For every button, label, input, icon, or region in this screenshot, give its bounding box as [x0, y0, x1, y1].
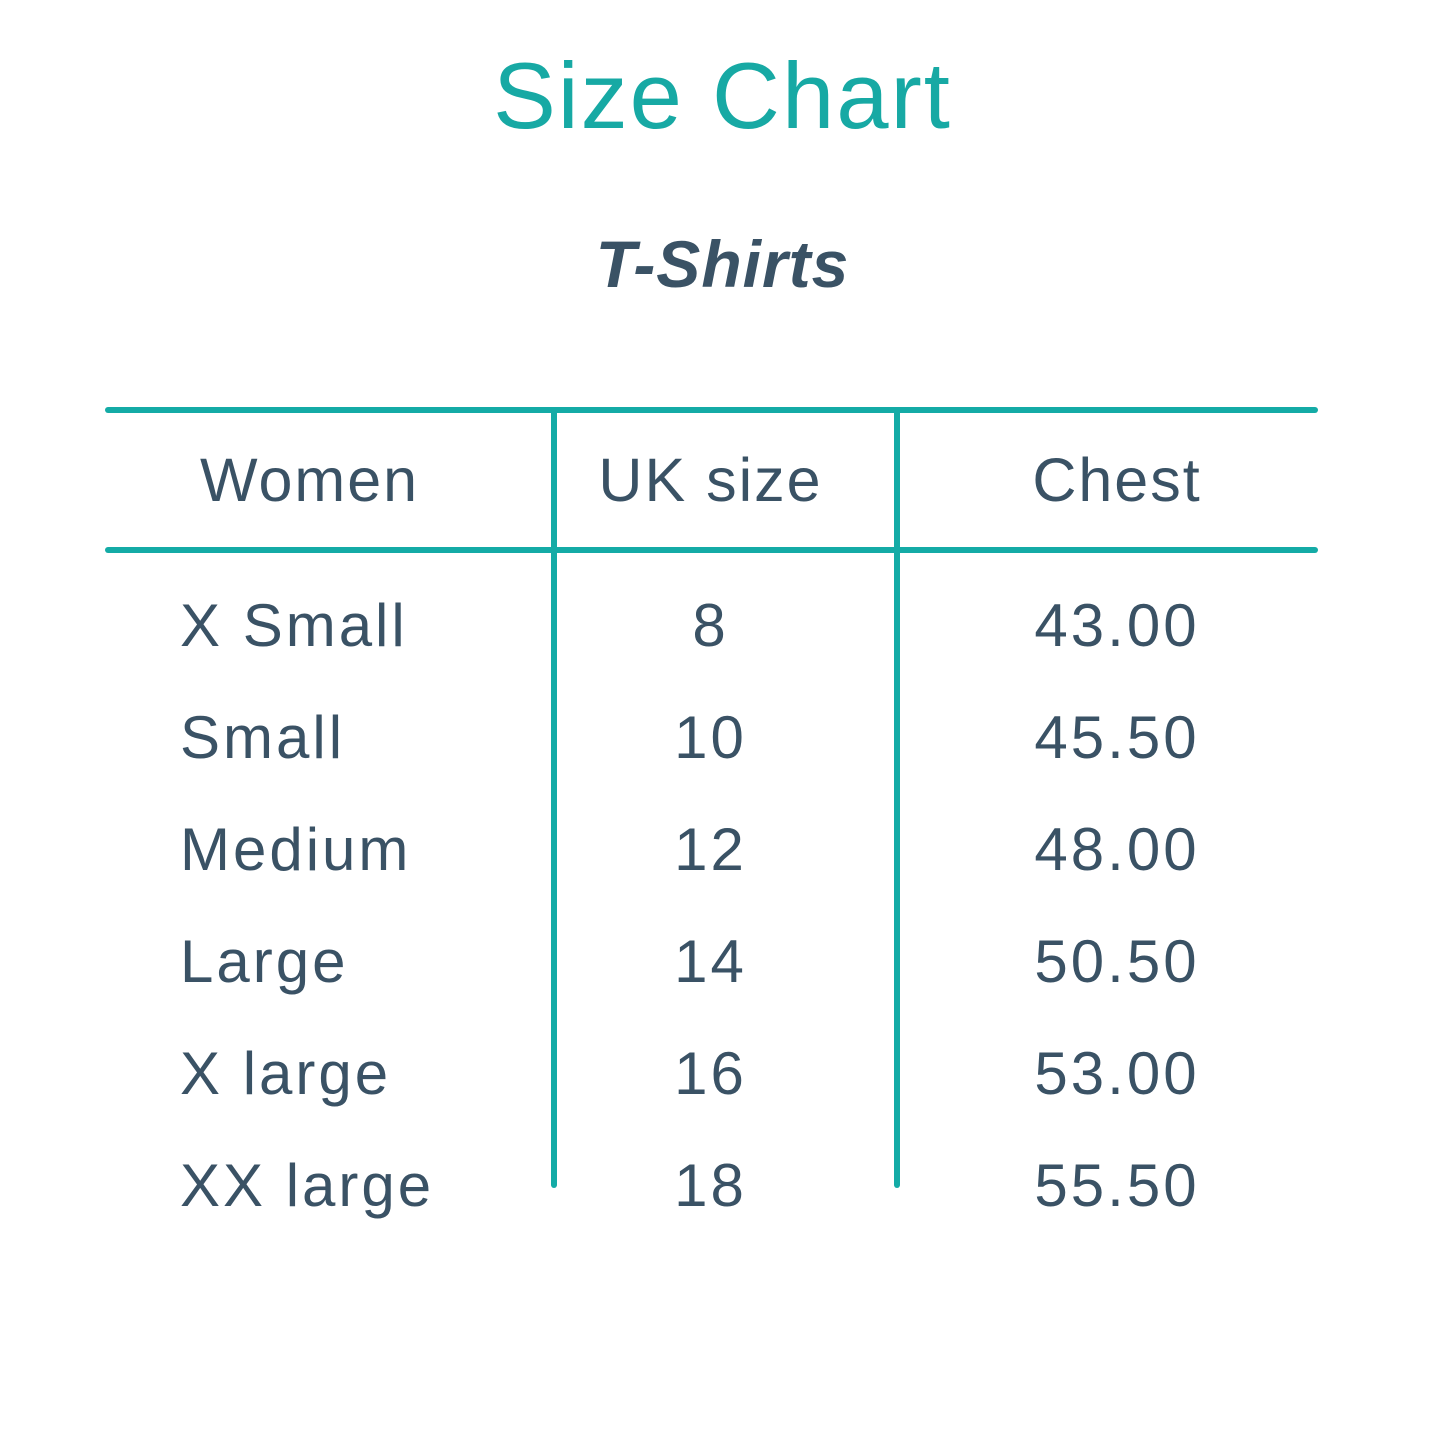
size-label: X large — [180, 1039, 392, 1107]
table-body: X Small 8 43.00 Small 10 45.50 Medium 12… — [105, 569, 1318, 1241]
size-label: X Small — [180, 591, 408, 659]
uk-size-value: 10 — [674, 703, 747, 771]
chest-value: 48.00 — [1034, 815, 1200, 883]
table-row: X Small 8 43.00 — [105, 569, 1318, 681]
uk-size-value: 8 — [692, 591, 729, 659]
uk-size-value: 16 — [674, 1039, 747, 1107]
table-row: XX large 18 55.50 — [105, 1129, 1318, 1241]
chest-value: 53.00 — [1034, 1039, 1200, 1107]
table-header-rule — [105, 547, 1318, 553]
uk-size-value: 14 — [674, 927, 747, 995]
chest-value: 45.50 — [1034, 703, 1200, 771]
table-header-row: Women UK size Chest — [105, 413, 1318, 547]
uk-size-value: 18 — [674, 1151, 747, 1219]
chest-value: 55.50 — [1034, 1151, 1200, 1219]
table-top-rule — [105, 407, 1318, 413]
column-header-chest: Chest — [1032, 446, 1202, 514]
chest-value: 50.50 — [1034, 927, 1200, 995]
chest-value: 43.00 — [1034, 591, 1200, 659]
page-title: Size Chart — [493, 43, 952, 148]
column-header-uk-size: UK size — [598, 446, 823, 514]
size-label: Medium — [180, 815, 412, 883]
column-divider-1 — [551, 407, 557, 1188]
column-divider-2 — [894, 407, 900, 1188]
table-row: Medium 12 48.00 — [105, 793, 1318, 905]
section-title: T-Shirts — [595, 227, 850, 301]
uk-size-value: 12 — [674, 815, 747, 883]
size-label: XX large — [180, 1151, 435, 1219]
table-row: Large 14 50.50 — [105, 905, 1318, 1017]
column-header-women: Women — [200, 446, 420, 514]
size-label: Large — [180, 927, 349, 995]
table-row: X large 16 53.00 — [105, 1017, 1318, 1129]
size-label: Small — [180, 703, 346, 771]
table-row: Small 10 45.50 — [105, 681, 1318, 793]
